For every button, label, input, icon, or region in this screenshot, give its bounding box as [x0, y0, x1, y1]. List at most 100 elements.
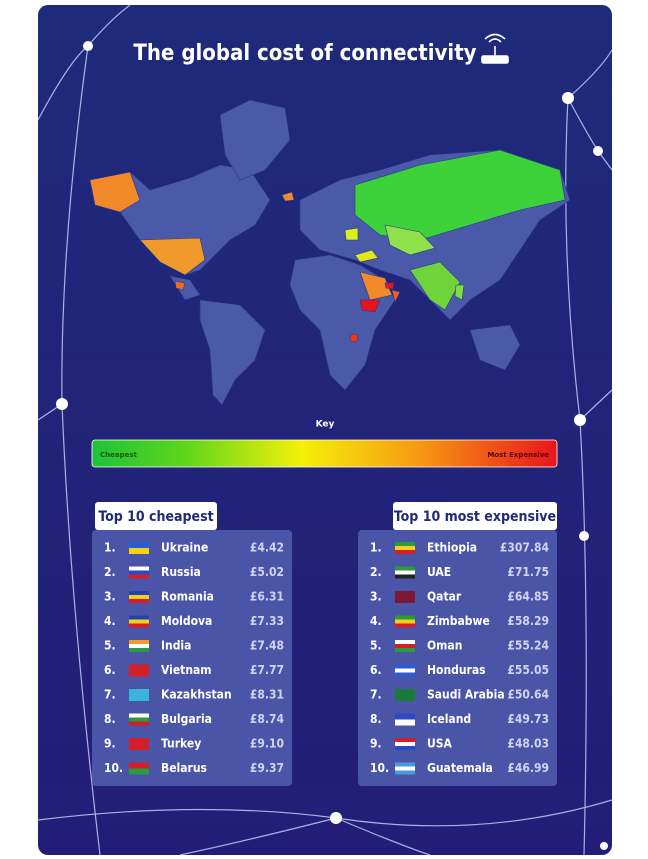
flag — [129, 762, 149, 769]
price: £5.02 — [250, 565, 284, 579]
rank: 9. — [104, 737, 116, 751]
country: USA — [427, 737, 453, 751]
table-header-box — [95, 502, 217, 530]
rank: 1. — [104, 541, 116, 555]
flag — [395, 542, 415, 546]
country: Belarus — [161, 761, 207, 775]
flag — [395, 742, 415, 746]
flag — [129, 574, 149, 579]
country: Kazakhstan — [161, 688, 232, 702]
price: £307.84 — [500, 541, 550, 555]
rank: 10. — [104, 761, 123, 775]
country: Russia — [161, 565, 201, 579]
tables: Top 10 cheapest 1. Ukraine £4.42 2. Russia £5.… — [92, 502, 557, 786]
price: £64.85 — [507, 590, 549, 604]
price: £46.99 — [507, 761, 549, 775]
country: Saudi Arabia — [427, 688, 505, 702]
country: Iceland — [427, 712, 471, 726]
country: India — [161, 639, 191, 653]
rank: 7. — [104, 688, 116, 702]
key-title: Key — [316, 420, 335, 430]
country: Zimbabwe — [427, 614, 490, 628]
flag — [395, 550, 415, 554]
rank: 7. — [370, 688, 382, 702]
flag — [395, 689, 415, 701]
flag — [129, 542, 149, 548]
world-map — [89, 99, 571, 406]
rank: 2. — [370, 565, 382, 579]
flag — [395, 623, 415, 628]
flag — [395, 770, 415, 775]
flag — [129, 599, 149, 603]
table-title: Top 10 most expensive — [394, 509, 556, 525]
flag — [129, 619, 149, 624]
flag — [129, 689, 149, 701]
flag — [395, 668, 415, 673]
rank: 8. — [370, 712, 382, 726]
rank: 9. — [370, 737, 382, 751]
flag — [129, 595, 149, 599]
flag — [395, 762, 415, 767]
price: £7.77 — [250, 663, 284, 677]
rank: 2. — [104, 565, 116, 579]
country: Qatar — [427, 590, 462, 604]
flag — [129, 717, 149, 722]
flag — [129, 738, 149, 750]
router-icon — [481, 33, 509, 64]
price: £50.64 — [507, 688, 549, 702]
rank: 3. — [104, 590, 116, 604]
flag — [129, 664, 149, 677]
title: The global cost of connectivity — [133, 41, 476, 66]
table-title: Top 10 cheapest — [98, 509, 213, 525]
rank: 5. — [104, 639, 116, 653]
flag — [129, 713, 149, 718]
flag — [395, 570, 415, 575]
rank: 6. — [370, 663, 382, 677]
country: Romania — [161, 590, 214, 604]
country: UAE — [427, 565, 451, 579]
flag — [395, 574, 415, 579]
flag — [129, 615, 149, 620]
country: Ethiopia — [427, 541, 477, 555]
country: Bulgaria — [161, 712, 212, 726]
price: £4.42 — [250, 541, 284, 555]
country: Oman — [427, 639, 462, 653]
flag — [395, 713, 415, 720]
flag — [395, 597, 415, 603]
flag — [395, 664, 415, 669]
rank: 1. — [370, 541, 382, 555]
flag — [129, 570, 149, 575]
price: £7.33 — [250, 614, 284, 628]
flag — [395, 746, 415, 750]
flag — [395, 619, 415, 624]
rank: 6. — [104, 663, 116, 677]
table-header-box — [393, 502, 557, 530]
price: £58.29 — [507, 614, 549, 628]
country: Moldova — [161, 614, 212, 628]
flag — [395, 546, 415, 550]
price: £49.73 — [507, 712, 549, 726]
flag — [129, 721, 149, 726]
country: Vietnam — [161, 663, 212, 677]
price: £48.03 — [507, 737, 549, 751]
key-high: Most Expensive — [487, 451, 549, 459]
price: £7.48 — [250, 639, 284, 653]
network-dots — [56, 41, 608, 850]
price: £8.31 — [250, 688, 284, 702]
flag — [395, 615, 415, 620]
flag — [395, 640, 415, 644]
flag — [395, 566, 415, 571]
key-low: Cheapest — [100, 451, 138, 459]
price: £55.24 — [507, 639, 549, 653]
flag — [129, 644, 149, 648]
flag — [129, 640, 149, 644]
price: £71.75 — [507, 565, 549, 579]
flag — [395, 719, 415, 726]
country: Turkey — [161, 737, 201, 751]
price: £8.74 — [250, 712, 285, 726]
flag — [395, 672, 415, 677]
flag — [129, 648, 149, 652]
flag — [129, 566, 149, 571]
rank: 4. — [370, 614, 382, 628]
